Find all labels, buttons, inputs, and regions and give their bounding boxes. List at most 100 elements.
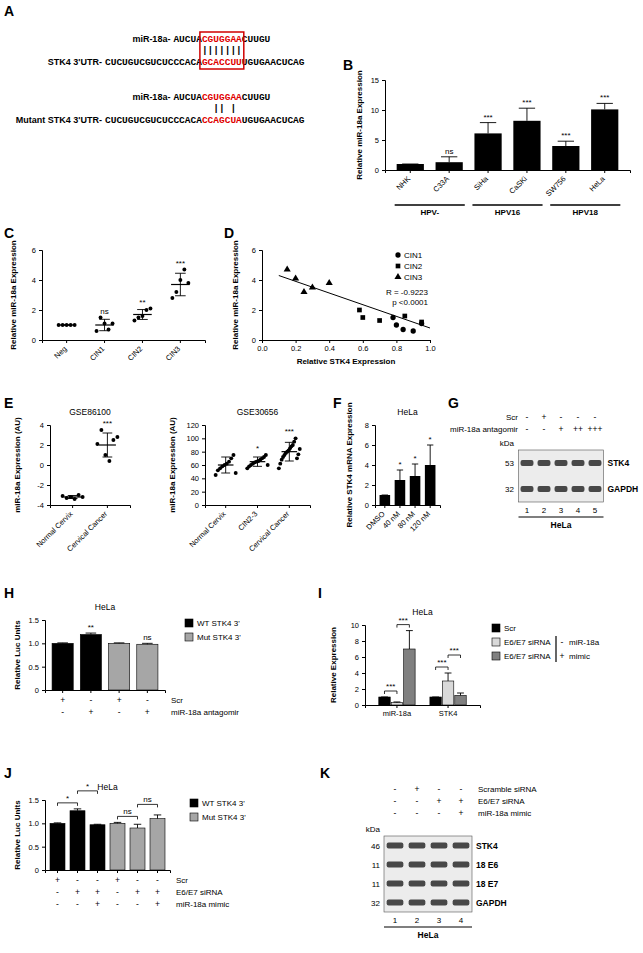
lane-number: 4 [459,916,464,925]
x-tick-mark [137,870,138,873]
significance-label: *** [285,427,294,436]
y-tick-mark [259,280,262,281]
bar [425,465,436,505]
y-tick-label: 1.5 [29,616,39,625]
mirna-sequence: CGUGGAA [202,34,242,45]
bar [552,146,579,170]
bar [474,133,501,170]
y-tick-mark [39,250,42,251]
panel-label: K [320,765,330,781]
mirna-sequence: CUUGU [242,92,271,103]
x-tick-mark [399,505,400,508]
y-tick-label: 2 [355,685,359,694]
significance-label: *** [522,98,531,107]
bracket [384,691,396,694]
x-tick-label: CaSKi [507,174,529,196]
x-tick-label: STK4 [439,709,458,718]
y-tick: 2 [40,441,50,450]
x-tick-label: 0.8 [392,344,402,353]
significance-label: * [256,444,259,453]
y-axis-line [362,626,366,706]
marks [214,436,302,477]
y-tick-label: 4 [365,461,369,470]
y-tick-mark [202,452,205,453]
x-tick-label: 0.0 [257,344,267,353]
treatment-sign: - [460,784,463,794]
x-axis-title: Relative STK4 Expression [297,357,396,366]
x-tick-label: 1.0 [425,344,435,353]
treatment-sign: - [394,796,397,806]
x-tick-label: SiHa [472,174,490,192]
chart: 00.51.01.5**ns+-+-Scr-+-+miR-18a antagom… [13,602,241,717]
treatment-sign: + [542,412,547,422]
marks [52,633,158,690]
condition-label: E6/E7 siRNA [176,888,223,897]
error-bar [441,157,457,162]
point [148,307,152,311]
treatment-label: miR-18a mimic [478,809,531,818]
y-tick-label: 40 [191,474,199,483]
y-tick: 0 [32,336,42,345]
x-tick-label: SW756 [544,174,568,198]
band [409,900,426,906]
condition-sign: + [117,695,122,705]
band [521,460,534,466]
error-bar [445,673,452,681]
y-tick: 100 [186,434,205,443]
point [402,314,407,319]
point [227,460,231,464]
y-axis: 00.51.01.5 [29,616,46,695]
x-tick-mark [57,870,58,873]
point [411,328,416,333]
error-bar [57,642,68,643]
x-tick: CIN2 [126,340,144,363]
y-tick: 1.5 [29,616,45,625]
protein-label: GAPDH [608,484,639,494]
x-tick-mark [225,505,226,508]
y-tick-mark [362,673,365,674]
x-axis-line [386,171,631,174]
significance-label: ns [123,807,131,816]
kda-value: 11 [372,880,381,889]
band [453,900,470,906]
band [387,900,404,906]
mirna-label: miR-18a- [132,34,170,44]
bar [513,121,540,170]
y-tick: 80 [191,448,205,457]
x-tick: Cervical Cancer [247,505,291,553]
y-tick: 1.0 [29,819,45,828]
band [521,486,534,492]
error-bar [175,273,186,296]
treatment-sign: - [577,412,580,422]
y-axis-title: Relative Expression [329,627,338,703]
y-axis-title: Relative miR-18a Expression [355,70,364,179]
y-tick: 0 [365,501,375,510]
x-tick-label: Cervical Cancer [65,509,109,553]
legend-label: Scr [504,624,516,633]
lane-number: 2 [542,506,547,515]
error-bar [457,693,464,695]
y-axis: 0246 [32,246,43,345]
x-tick-mark [384,505,385,508]
y-tick: 1.5 [29,796,45,805]
point [291,443,295,447]
y-tick: 15 [371,76,385,85]
band [453,843,470,849]
mirna-sequence: CGUGGAA [202,92,242,103]
y-tick-label: 1.5 [29,796,39,805]
x-tick: 120 nM [408,505,432,533]
error-bar [480,123,496,134]
lane-number: 3 [559,506,564,515]
band [538,460,551,466]
x-tick: Cervical Cancer [65,505,109,553]
y-tick-label: 5 [375,136,379,145]
cell-line-label: HeLa [418,930,439,940]
error-bar [427,445,433,465]
legend-swatch [190,799,198,807]
x-axis-line [206,506,311,509]
background [0,0,643,953]
treatment-sign: +++ [588,424,603,434]
point [103,453,107,457]
bar [80,634,101,690]
x-axis: Normal CervixCervical Cancer [35,505,131,553]
